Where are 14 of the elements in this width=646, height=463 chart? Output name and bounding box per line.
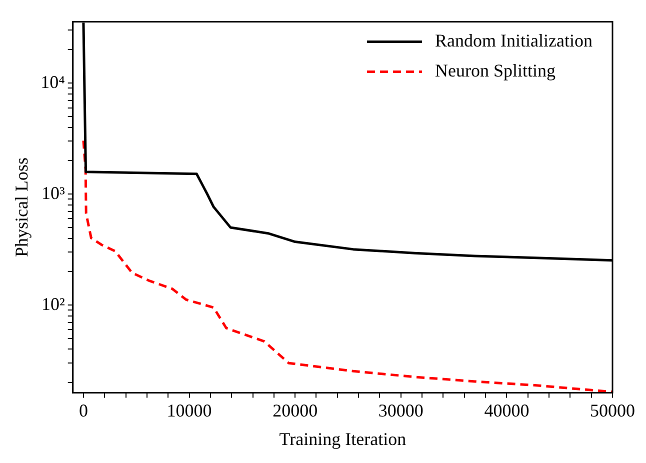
y-tick-label: 10² [41, 294, 65, 314]
x-tick-label: 40000 [484, 400, 530, 420]
line-series [82, 139, 612, 393]
legend-label: Neuron Splitting [435, 60, 556, 81]
y-tick-label: 10⁴ [40, 72, 65, 92]
legend-label: Random Initialization [435, 30, 593, 51]
x-tick-label: 50000 [590, 400, 635, 420]
x-tick-label: 0 [78, 400, 88, 420]
x-tick-label: 10000 [166, 400, 212, 420]
x-axis-title: Training Iteration [279, 428, 406, 449]
x-tick-label: 20000 [272, 400, 318, 420]
y-axis-title: Physical Loss [12, 158, 32, 258]
y-tick-label: 10³ [41, 182, 66, 203]
x-tick-label: 30000 [378, 400, 424, 420]
